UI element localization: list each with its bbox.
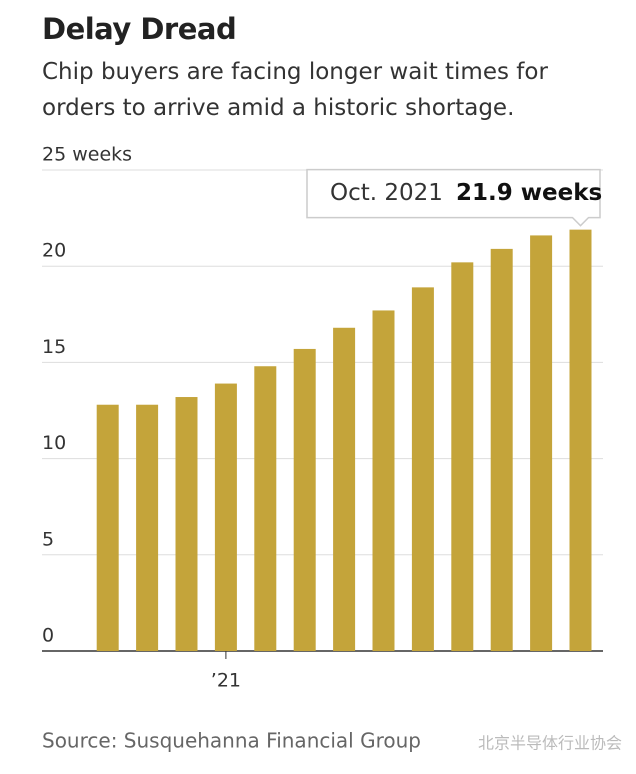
bar [175, 397, 198, 651]
y-tick-label: 10 [42, 432, 66, 454]
bar [254, 366, 277, 651]
bar [293, 348, 316, 651]
y-tick-label: 25 weeks [42, 144, 132, 166]
annotation-date: Oct. 2021 [330, 180, 443, 206]
bar [96, 404, 119, 651]
bar [411, 287, 434, 651]
chart-subtitle: Chip buyers are facing longer wait times… [42, 59, 548, 121]
bar [530, 235, 553, 651]
y-tick-label: 20 [42, 240, 66, 262]
bar [372, 310, 395, 651]
y-tick-label: 5 [42, 528, 54, 550]
bar [569, 229, 592, 652]
bar [451, 262, 474, 651]
bar [333, 327, 356, 651]
chart-title: Delay Dread [42, 12, 237, 46]
bar [214, 383, 237, 651]
y-tick-label: 15 [42, 336, 66, 358]
bar [136, 404, 159, 651]
source: Source: Susquehanna Financial Group [42, 729, 421, 753]
bar [490, 248, 513, 651]
annotation-box [306, 168, 601, 227]
y-tick-label: 0 [42, 625, 54, 647]
watermark: 北京半导体行业协会 [478, 734, 622, 753]
x-tick-label: ’21 [211, 670, 241, 692]
value-label: 21.9 weeks [456, 180, 602, 206]
